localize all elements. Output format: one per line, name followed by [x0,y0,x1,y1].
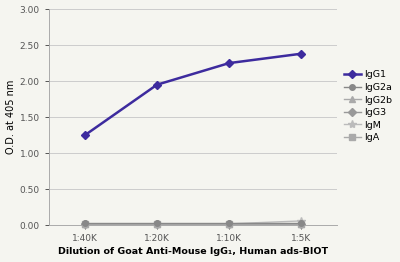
IgA [299,222,304,225]
IgG2b [154,222,159,225]
IgG3 [154,222,159,225]
Line: IgG3: IgG3 [82,221,304,227]
IgM [227,222,232,225]
Y-axis label: O.D. at 405 nm: O.D. at 405 nm [6,80,16,154]
Line: IgM: IgM [81,217,305,228]
IgG3 [227,222,232,225]
Legend: IgG1, IgG2a, IgG2b, IgG3, IgM, IgA: IgG1, IgG2a, IgG2b, IgG3, IgM, IgA [342,68,394,144]
IgG1 [154,83,159,86]
IgG2b [299,222,304,225]
Line: IgG1: IgG1 [82,51,304,138]
IgG2a [227,221,232,225]
IgM [154,222,159,225]
IgG2a [299,221,304,225]
IgM [82,222,87,225]
IgG3 [82,222,87,225]
IgG1 [299,52,304,55]
IgG2b [82,222,87,225]
IgG1 [227,62,232,65]
X-axis label: Dilution of Goat Anti-Mouse IgG₁, Human ads-BIOT: Dilution of Goat Anti-Mouse IgG₁, Human … [58,247,328,256]
IgA [82,222,87,225]
IgG2a [82,221,87,225]
IgM [299,219,304,222]
IgG1 [82,134,87,137]
Line: IgA: IgA [82,221,304,227]
IgG2a [154,221,159,225]
IgA [227,222,232,225]
IgA [154,222,159,225]
IgG2b [227,222,232,225]
IgG3 [299,222,304,225]
Line: IgG2b: IgG2b [82,221,304,227]
Line: IgG2a: IgG2a [82,220,304,226]
